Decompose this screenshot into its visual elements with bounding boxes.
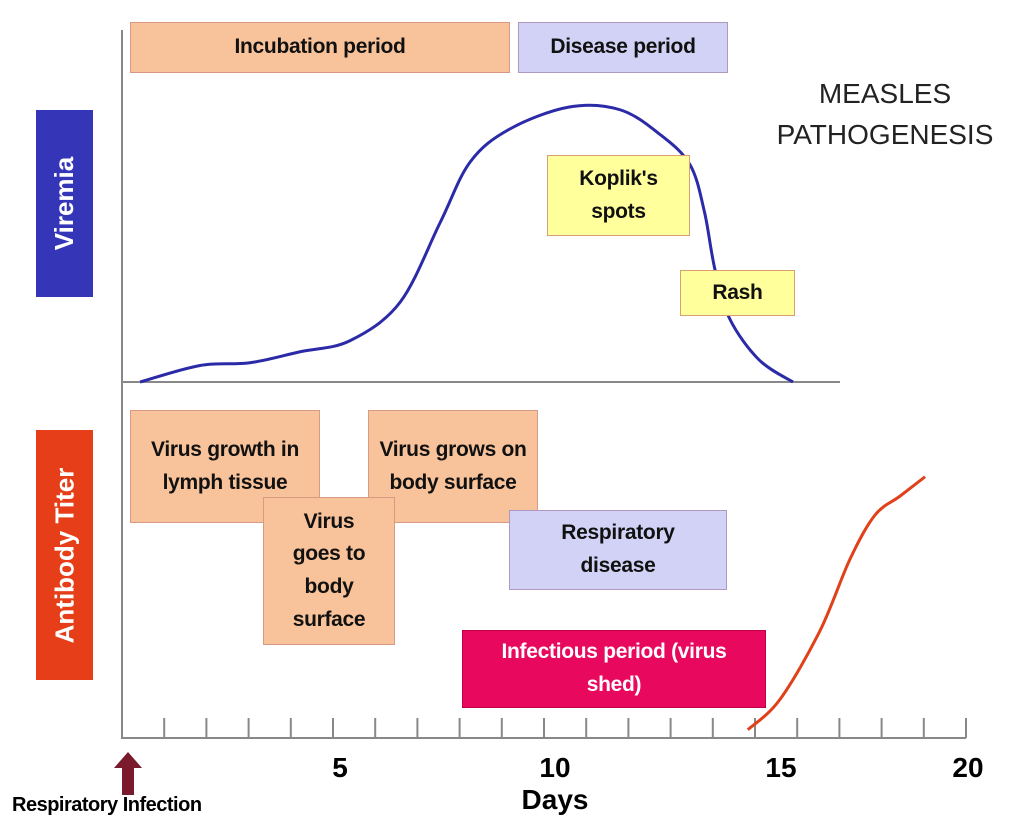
incubation-period-box: Incubation period: [130, 22, 510, 73]
respiratory-infection-label: Respiratory Infection: [12, 794, 202, 816]
diagram-title: MEASLES PATHOGENESIS: [776, 78, 994, 150]
kopliks-spots-box: Koplik's spots: [547, 155, 690, 236]
respiratory-infection-arrow-icon: [114, 752, 142, 795]
respiratory-disease-box: Respiratory disease: [509, 510, 727, 590]
x-tick-5: 5: [332, 752, 348, 783]
grows-on-surface-box: Virus grows on body surface: [368, 410, 538, 523]
viremia-curve: [139, 103, 794, 384]
x-tick-15: 15: [765, 752, 797, 783]
x-tick-10: 10: [539, 752, 571, 783]
infectious-period-box: Infectious period (virus shed): [462, 630, 766, 708]
goes-to-surface-box: Virus goes to body surface: [263, 497, 395, 645]
rash-box: Rash: [680, 270, 795, 316]
x-axis-label: Days: [521, 784, 589, 815]
viremia-label: Viremia: [36, 110, 93, 297]
x-tick-20: 20: [952, 752, 984, 783]
disease-period-box: Disease period: [518, 22, 728, 73]
antibody-titer-label: Antibody Titer: [36, 430, 93, 680]
antibody-curve: [746, 475, 926, 731]
